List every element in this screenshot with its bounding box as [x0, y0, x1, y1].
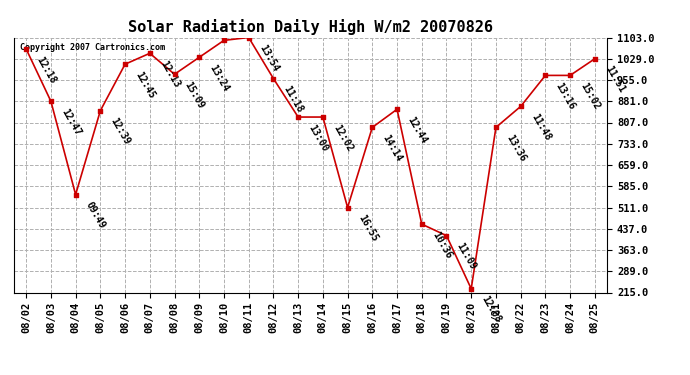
Point	[169, 71, 180, 77]
Text: 11:48: 11:48	[529, 112, 552, 142]
Point	[46, 98, 57, 104]
Point	[466, 286, 477, 292]
Point	[416, 221, 427, 227]
Text: 12:08: 12:08	[480, 294, 503, 325]
Point	[144, 50, 155, 56]
Point	[564, 72, 575, 78]
Point	[194, 54, 205, 60]
Point	[342, 204, 353, 210]
Point	[441, 232, 452, 238]
Point	[70, 192, 81, 198]
Text: 12:18: 12:18	[34, 54, 58, 85]
Point	[589, 56, 600, 62]
Text: 13:00: 13:00	[306, 123, 330, 153]
Point	[491, 124, 502, 130]
Point	[95, 108, 106, 114]
Text: 13:36: 13:36	[504, 133, 528, 164]
Point	[119, 61, 130, 67]
Text: 12:45: 12:45	[133, 70, 157, 100]
Text: 11:18: 11:18	[282, 84, 305, 114]
Text: 16:55: 16:55	[356, 213, 380, 243]
Point	[367, 124, 378, 130]
Point	[21, 46, 32, 52]
Text: 11:51: 11:51	[603, 64, 627, 95]
Point	[293, 114, 304, 120]
Text: 12:13: 12:13	[158, 59, 181, 89]
Text: 11:09: 11:09	[455, 241, 478, 272]
Text: 15:02: 15:02	[578, 81, 602, 111]
Text: 14:14: 14:14	[381, 133, 404, 164]
Point	[317, 114, 328, 120]
Text: 13:54: 13:54	[257, 43, 280, 74]
Point	[219, 38, 230, 44]
Text: 13:16: 13:16	[553, 81, 577, 111]
Title: Solar Radiation Daily High W/m2 20070826: Solar Radiation Daily High W/m2 20070826	[128, 19, 493, 35]
Point	[515, 104, 526, 110]
Text: Copyright 2007 Cartronics.com: Copyright 2007 Cartronics.com	[20, 43, 165, 52]
Point	[268, 76, 279, 82]
Point	[391, 106, 402, 112]
Text: 09:49: 09:49	[84, 200, 107, 231]
Text: 10:36: 10:36	[430, 230, 453, 260]
Text: 13:24: 13:24	[208, 63, 231, 93]
Text: 12:02: 12:02	[331, 123, 355, 153]
Text: 15:09: 15:09	[183, 80, 206, 110]
Text: 12:47: 12:47	[59, 107, 83, 137]
Point	[540, 72, 551, 78]
Text: 12:39: 12:39	[108, 116, 132, 147]
Point	[243, 34, 254, 40]
Text: 12:44: 12:44	[405, 115, 428, 145]
